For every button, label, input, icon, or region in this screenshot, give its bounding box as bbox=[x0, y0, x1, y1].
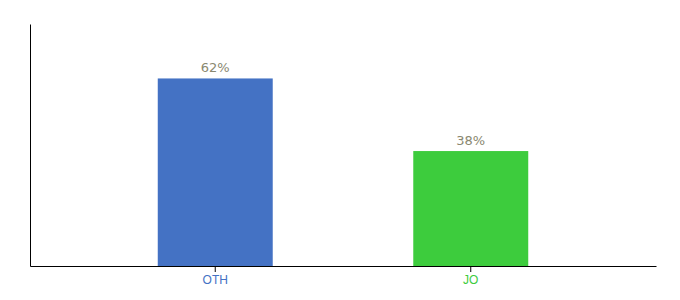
x-tick-label: OTH bbox=[203, 273, 228, 287]
chart-container: OTH JO 62% 38% bbox=[0, 0, 680, 300]
y-axis bbox=[30, 25, 31, 267]
y-axis-line bbox=[30, 25, 31, 267]
x-axis-line bbox=[31, 266, 657, 267]
chart-svg: OTH JO 62% 38% bbox=[0, 0, 680, 300]
x-tick-mark bbox=[470, 266, 471, 272]
x-tick-mark bbox=[215, 266, 216, 272]
data-label: 62% bbox=[201, 60, 230, 75]
x-tick: JO bbox=[463, 266, 478, 287]
data-label: 38% bbox=[456, 133, 485, 148]
x-tick-label: JO bbox=[463, 273, 478, 287]
x-axis: OTH JO bbox=[31, 266, 657, 287]
bar bbox=[158, 78, 273, 266]
bar bbox=[413, 151, 528, 266]
bars bbox=[158, 78, 528, 266]
data-labels: 62% 38% bbox=[201, 60, 485, 148]
x-tick: OTH bbox=[203, 266, 228, 287]
plot-area: OTH JO 62% 38% bbox=[31, 25, 657, 287]
